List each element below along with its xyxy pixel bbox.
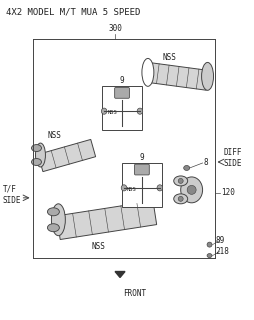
Ellipse shape (178, 196, 183, 201)
Ellipse shape (121, 185, 127, 191)
Ellipse shape (207, 242, 212, 247)
Text: T/F
SIDE: T/F SIDE (3, 185, 21, 205)
Ellipse shape (174, 194, 188, 204)
Polygon shape (38, 140, 96, 172)
Ellipse shape (157, 185, 163, 191)
Text: NSS: NSS (163, 53, 177, 62)
Ellipse shape (31, 145, 41, 152)
Ellipse shape (51, 204, 65, 236)
Text: NSS: NSS (127, 187, 137, 192)
Ellipse shape (36, 143, 45, 167)
Ellipse shape (178, 179, 183, 183)
Ellipse shape (47, 208, 59, 216)
Ellipse shape (47, 224, 59, 232)
Text: NSS: NSS (107, 110, 117, 115)
Text: FRONT: FRONT (123, 289, 147, 299)
Ellipse shape (207, 253, 212, 258)
Bar (102, 86, 142, 130)
Text: 89: 89 (215, 236, 225, 245)
Text: NSS: NSS (47, 131, 61, 140)
Ellipse shape (181, 177, 203, 203)
Bar (122, 163, 162, 207)
Text: 9: 9 (120, 76, 124, 85)
FancyBboxPatch shape (135, 164, 149, 175)
Polygon shape (115, 271, 125, 277)
Text: 4X2 MODEL M/T MUA 5 SPEED: 4X2 MODEL M/T MUA 5 SPEED (6, 8, 140, 17)
Ellipse shape (187, 185, 196, 194)
Polygon shape (57, 201, 157, 239)
Ellipse shape (184, 165, 190, 171)
Polygon shape (147, 62, 209, 90)
Text: 9: 9 (140, 153, 144, 162)
Ellipse shape (174, 176, 188, 186)
Ellipse shape (202, 62, 214, 90)
Ellipse shape (137, 108, 143, 114)
Text: DIFF
SIDE: DIFF SIDE (224, 148, 242, 168)
Text: 8: 8 (203, 158, 208, 167)
Text: NSS: NSS (91, 242, 105, 251)
FancyBboxPatch shape (115, 87, 129, 98)
Text: 300: 300 (108, 24, 122, 33)
Ellipse shape (142, 59, 154, 86)
Ellipse shape (101, 108, 107, 114)
Text: 218: 218 (215, 247, 229, 256)
Ellipse shape (31, 158, 41, 165)
Text: 120: 120 (221, 188, 235, 197)
